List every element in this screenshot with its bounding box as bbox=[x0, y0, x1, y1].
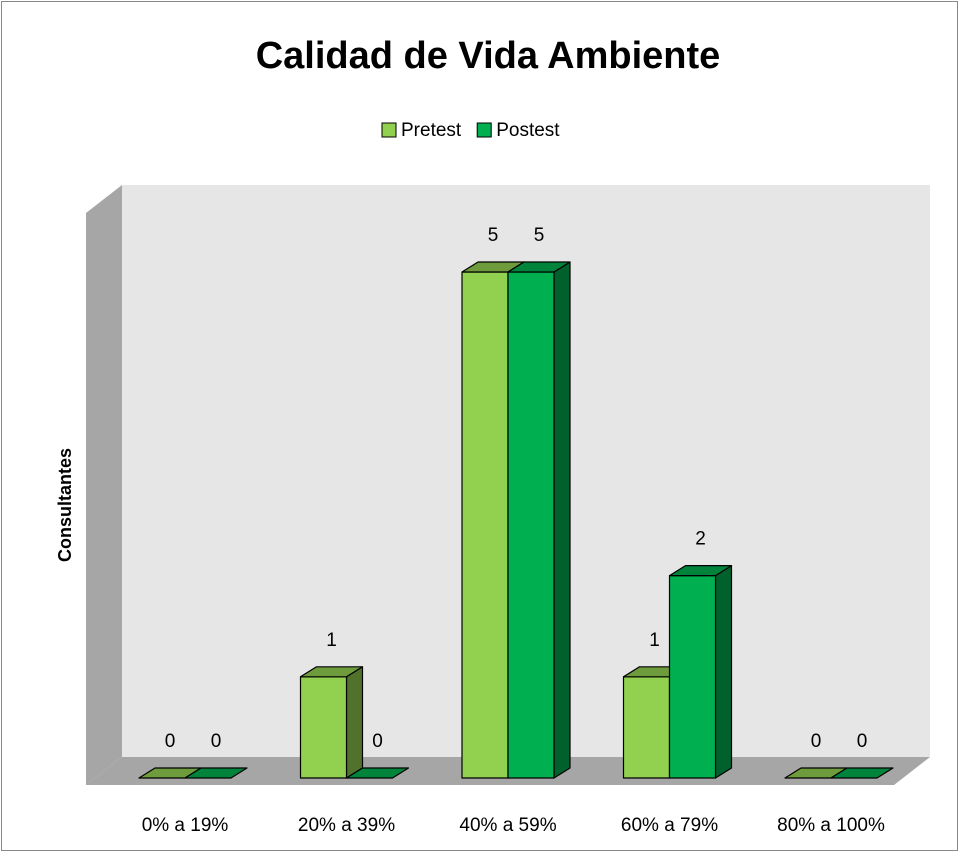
legend-label: Pretest bbox=[401, 120, 462, 141]
bar-front bbox=[507, 271, 555, 779]
bar-top bbox=[184, 767, 248, 779]
data-label: 0 bbox=[811, 731, 822, 752]
bar-front bbox=[461, 271, 509, 779]
bar bbox=[668, 564, 733, 779]
bar-front bbox=[668, 574, 717, 779]
x-tick-label: 80% a 100% bbox=[777, 815, 885, 836]
x-tick-label: 20% a 39% bbox=[298, 815, 395, 836]
bar-top bbox=[507, 261, 571, 273]
bar-side bbox=[345, 666, 364, 779]
bar-top bbox=[830, 767, 894, 779]
data-label: 5 bbox=[534, 225, 545, 246]
bar-top bbox=[299, 666, 364, 678]
bar-top bbox=[345, 767, 410, 779]
chart-title: Calidad de Vida Ambiente bbox=[256, 35, 721, 77]
y-axis-label: Consultantes bbox=[55, 448, 75, 562]
data-label: 1 bbox=[649, 630, 660, 651]
data-label: 0 bbox=[372, 731, 383, 752]
legend-swatch bbox=[476, 122, 492, 138]
bar-side bbox=[553, 261, 571, 779]
bar bbox=[299, 666, 364, 779]
bar bbox=[184, 767, 248, 779]
data-label: 5 bbox=[488, 225, 499, 246]
data-label: 0 bbox=[165, 731, 176, 752]
x-tick-label: 60% a 79% bbox=[621, 815, 718, 836]
bar-front bbox=[299, 676, 348, 779]
data-label: 0 bbox=[211, 731, 222, 752]
legend-label: Postest bbox=[496, 120, 560, 141]
data-label: 0 bbox=[857, 731, 868, 752]
bar bbox=[345, 767, 410, 779]
bar bbox=[830, 767, 894, 779]
x-tick-label: 0% a 19% bbox=[142, 815, 229, 836]
data-label: 2 bbox=[695, 529, 706, 550]
bar bbox=[507, 261, 571, 779]
data-label: 1 bbox=[326, 630, 337, 651]
bar-front bbox=[622, 676, 671, 779]
legend-swatch bbox=[381, 122, 397, 138]
x-tick-label: 40% a 59% bbox=[459, 815, 556, 836]
bar-top bbox=[668, 564, 733, 577]
side-wall bbox=[86, 185, 122, 785]
bar-side bbox=[714, 564, 733, 779]
